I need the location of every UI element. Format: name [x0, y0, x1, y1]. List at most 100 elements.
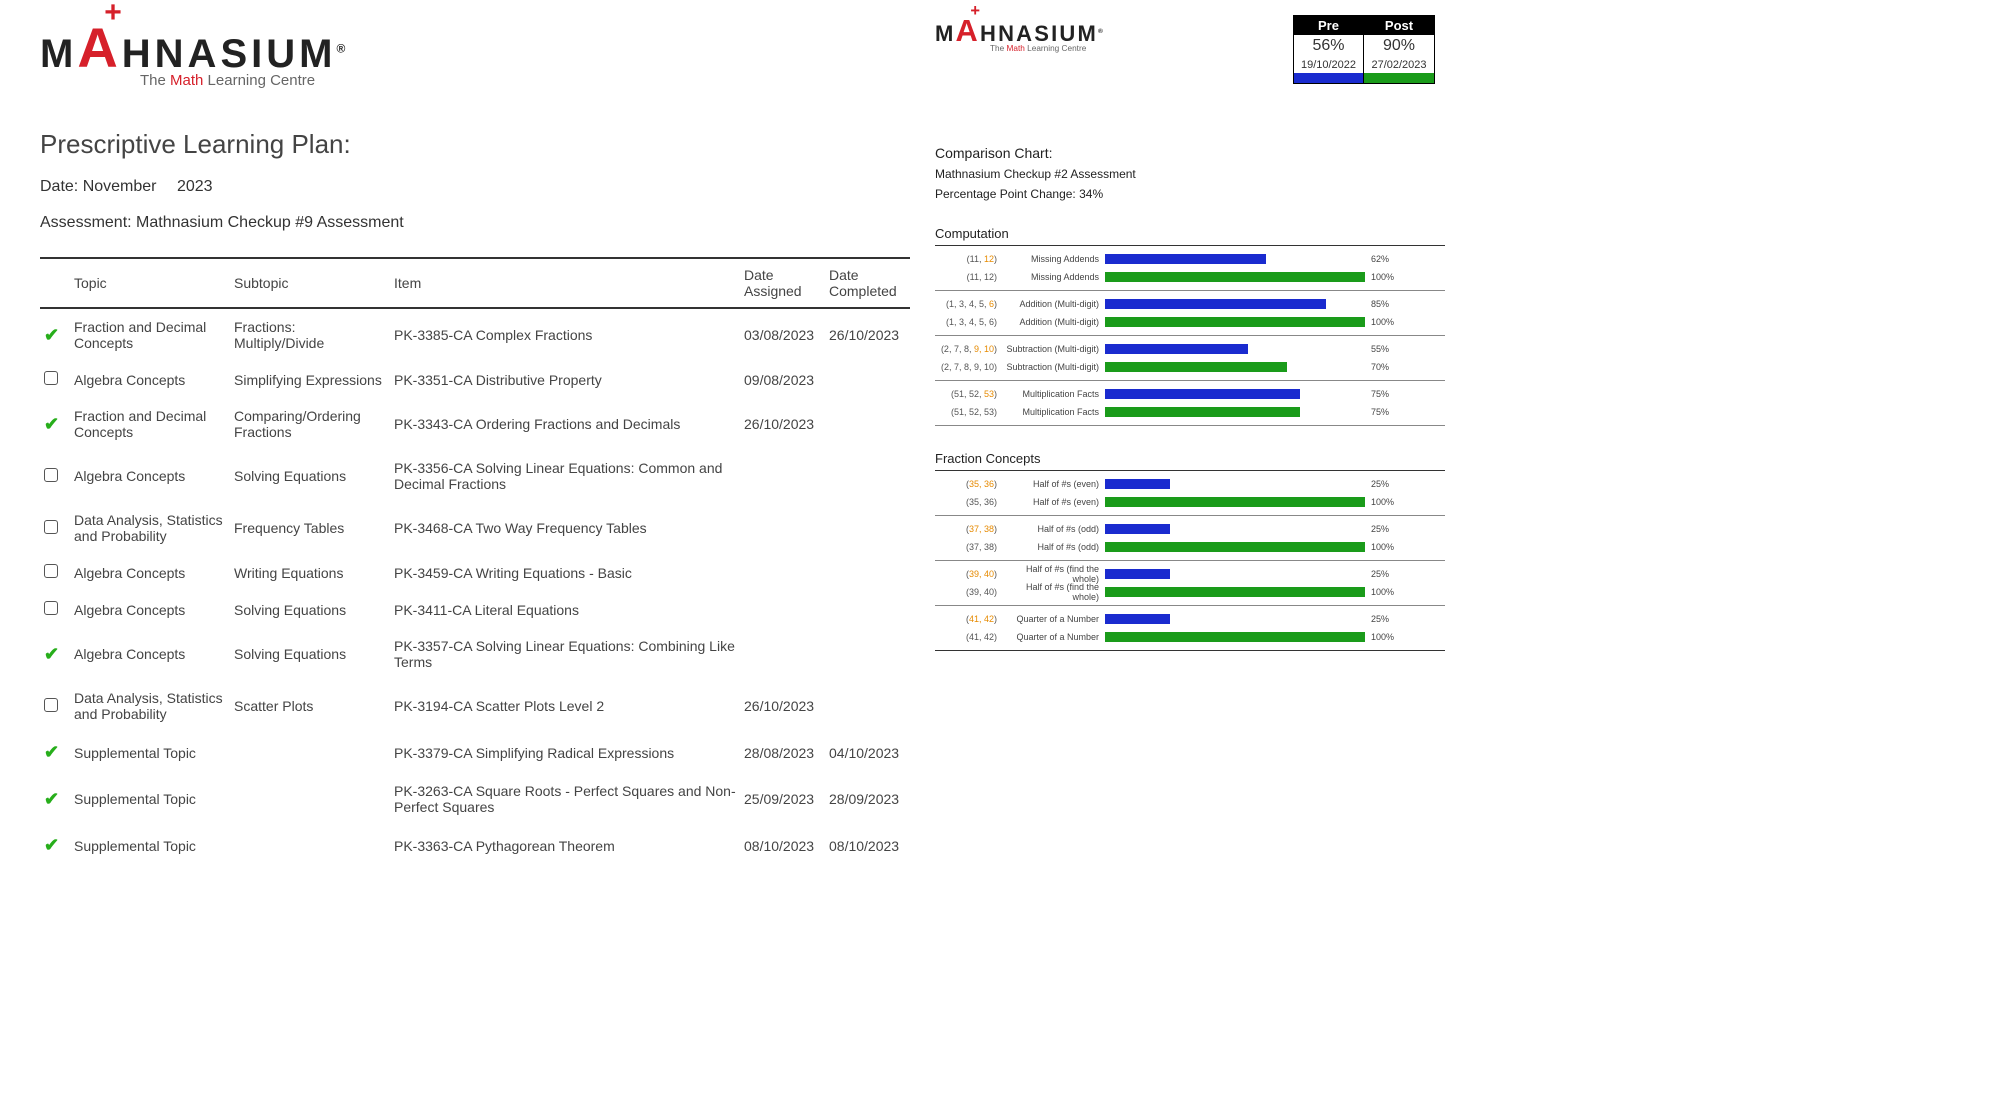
- item-cell: PK-3343-CA Ordering Fractions and Decima…: [390, 398, 740, 450]
- bar-track: [1105, 317, 1365, 327]
- bar-group: (37, 38)Half of #s (odd)25%(37, 38)Half …: [935, 516, 1445, 561]
- comparison-sub: Mathnasium Checkup #2 Assessment: [935, 167, 1445, 181]
- item-cell: PK-3263-CA Square Roots - Perfect Square…: [390, 773, 740, 825]
- bar-row-post: (35, 36)Half of #s (even)100%: [935, 493, 1445, 511]
- table-row: ✔Fraction and Decimal ConceptsFractions:…: [40, 308, 910, 361]
- bar-row-pre: (39, 40)Half of #s (find the whole)25%: [935, 565, 1445, 583]
- assigned-cell: [740, 554, 825, 591]
- header-status: [40, 258, 70, 308]
- bar-pct: 70%: [1365, 362, 1389, 372]
- bar-fill: [1105, 254, 1266, 264]
- header-item: Item: [390, 258, 740, 308]
- bar-track: [1105, 587, 1365, 597]
- bar-fill: [1105, 479, 1170, 489]
- bar-row-pre: (1, 3, 4, 5, 6)Addition (Multi-digit)85%: [935, 295, 1445, 313]
- assigned-cell: [740, 502, 825, 554]
- assigned-cell: 25/09/2023: [740, 773, 825, 825]
- bar-fill: [1105, 407, 1300, 417]
- completed-cell: [825, 628, 910, 680]
- bar-track: [1105, 272, 1365, 282]
- bar-track: [1105, 254, 1365, 264]
- header-subtopic: Subtopic: [230, 258, 390, 308]
- bar-pct: 100%: [1365, 317, 1394, 327]
- bar-label: Multiplication Facts: [1005, 407, 1105, 417]
- topic-cell: Algebra Concepts: [70, 628, 230, 680]
- subtopic-cell: Comparing/Ordering Fractions: [230, 398, 390, 450]
- bar-track: [1105, 569, 1365, 579]
- status-cell: [40, 361, 70, 398]
- comparison-title: Comparison Chart:: [935, 145, 1445, 161]
- table-row: ✔Algebra ConceptsSolving EquationsPK-335…: [40, 628, 910, 680]
- status-cell: ✔: [40, 825, 70, 866]
- bar-track: [1105, 389, 1365, 399]
- bar-label: Addition (Multi-digit): [1005, 317, 1105, 327]
- assigned-cell: 08/10/2023: [740, 825, 825, 866]
- plus-icon: +: [104, 0, 126, 28]
- section-header: Fraction Concepts: [935, 451, 1445, 471]
- check-icon: ✔: [44, 742, 59, 762]
- status-cell: ✔: [40, 773, 70, 825]
- score-post-date: 27/02/2023: [1364, 57, 1434, 73]
- bar-ref: (41, 42): [935, 632, 1005, 642]
- assigned-cell: [740, 628, 825, 680]
- bar-fill: [1105, 614, 1170, 624]
- assigned-cell: [740, 450, 825, 502]
- section-header: Computation: [935, 226, 1445, 246]
- bar-row-pre: (51, 52, 53)Multiplication Facts75%: [935, 385, 1445, 403]
- bar-track: [1105, 479, 1365, 489]
- topic-cell: Algebra Concepts: [70, 591, 230, 628]
- item-cell: PK-3385-CA Complex Fractions: [390, 308, 740, 361]
- bar-ref: (35, 36): [935, 479, 1005, 489]
- bar-label: Quarter of a Number: [1005, 614, 1105, 624]
- bar-row-pre: (35, 36)Half of #s (even) 25%: [935, 475, 1445, 493]
- completed-cell: 08/10/2023: [825, 825, 910, 866]
- bar-pct: 85%: [1365, 299, 1389, 309]
- logo-small: MA+HNASIUM® The Math Learning Centre: [935, 15, 1216, 48]
- table-row: Data Analysis, Statistics and Probabilit…: [40, 680, 910, 732]
- topic-cell: Data Analysis, Statistics and Probabilit…: [70, 680, 230, 732]
- bar-ref: (51, 52, 53): [935, 407, 1005, 417]
- status-cell: ✔: [40, 732, 70, 773]
- bar-row-pre: (11, 12)Missing Addends62%: [935, 250, 1445, 268]
- topic-cell: Algebra Concepts: [70, 554, 230, 591]
- bar-group: (1, 3, 4, 5, 6)Addition (Multi-digit)85%…: [935, 291, 1445, 336]
- bar-ref: (39, 40): [935, 569, 1005, 579]
- table-row: Algebra ConceptsSolving EquationsPK-3411…: [40, 591, 910, 628]
- topic-cell: Supplemental Topic: [70, 732, 230, 773]
- item-cell: PK-3468-CA Two Way Frequency Tables: [390, 502, 740, 554]
- assigned-cell: 26/10/2023: [740, 398, 825, 450]
- assigned-cell: 09/08/2023: [740, 361, 825, 398]
- score-post: Post 90% 27/02/2023: [1364, 16, 1434, 83]
- check-icon: ✔: [44, 414, 59, 434]
- bar-label: Half of #s (even): [1005, 497, 1105, 507]
- bar-label: Missing Addends: [1005, 254, 1105, 264]
- table-row: Algebra ConceptsWriting EquationsPK-3459…: [40, 554, 910, 591]
- subtopic-cell: Fractions: Multiply/Divide: [230, 308, 390, 361]
- header-completed: Date Completed: [825, 258, 910, 308]
- bar-pct: 25%: [1365, 524, 1389, 534]
- bar-pct: 100%: [1365, 632, 1394, 642]
- completed-cell: [825, 450, 910, 502]
- bar-fill: [1105, 587, 1365, 597]
- bar-ref: (35, 36): [935, 497, 1005, 507]
- bar-group: (41, 42)Quarter of a Number25%(41, 42)Qu…: [935, 606, 1445, 651]
- bar-ref: (41, 42): [935, 614, 1005, 624]
- completed-cell: 04/10/2023: [825, 732, 910, 773]
- bar-label: Subtraction (Multi-digit): [1005, 362, 1105, 372]
- topic-cell: Supplemental Topic: [70, 825, 230, 866]
- bar-label: Quarter of a Number: [1005, 632, 1105, 642]
- bar-label: Half of #s (odd): [1005, 524, 1105, 534]
- topic-cell: Fraction and Decimal Concepts: [70, 308, 230, 361]
- bar-group: (35, 36)Half of #s (even)25%(35, 36)Half…: [935, 471, 1445, 516]
- bar-row-pre: (41, 42)Quarter of a Number25%: [935, 610, 1445, 628]
- bar-pct: 25%: [1365, 479, 1389, 489]
- status-cell: [40, 554, 70, 591]
- item-cell: PK-3356-CA Solving Linear Equations: Com…: [390, 450, 740, 502]
- subtopic-cell: Writing Equations: [230, 554, 390, 591]
- header-topic: Topic: [70, 258, 230, 308]
- completed-cell: [825, 554, 910, 591]
- checkbox-icon: [44, 698, 58, 712]
- subtopic-cell: Solving Equations: [230, 450, 390, 502]
- status-cell: [40, 680, 70, 732]
- bar-label: Half of #s (even): [1005, 479, 1105, 489]
